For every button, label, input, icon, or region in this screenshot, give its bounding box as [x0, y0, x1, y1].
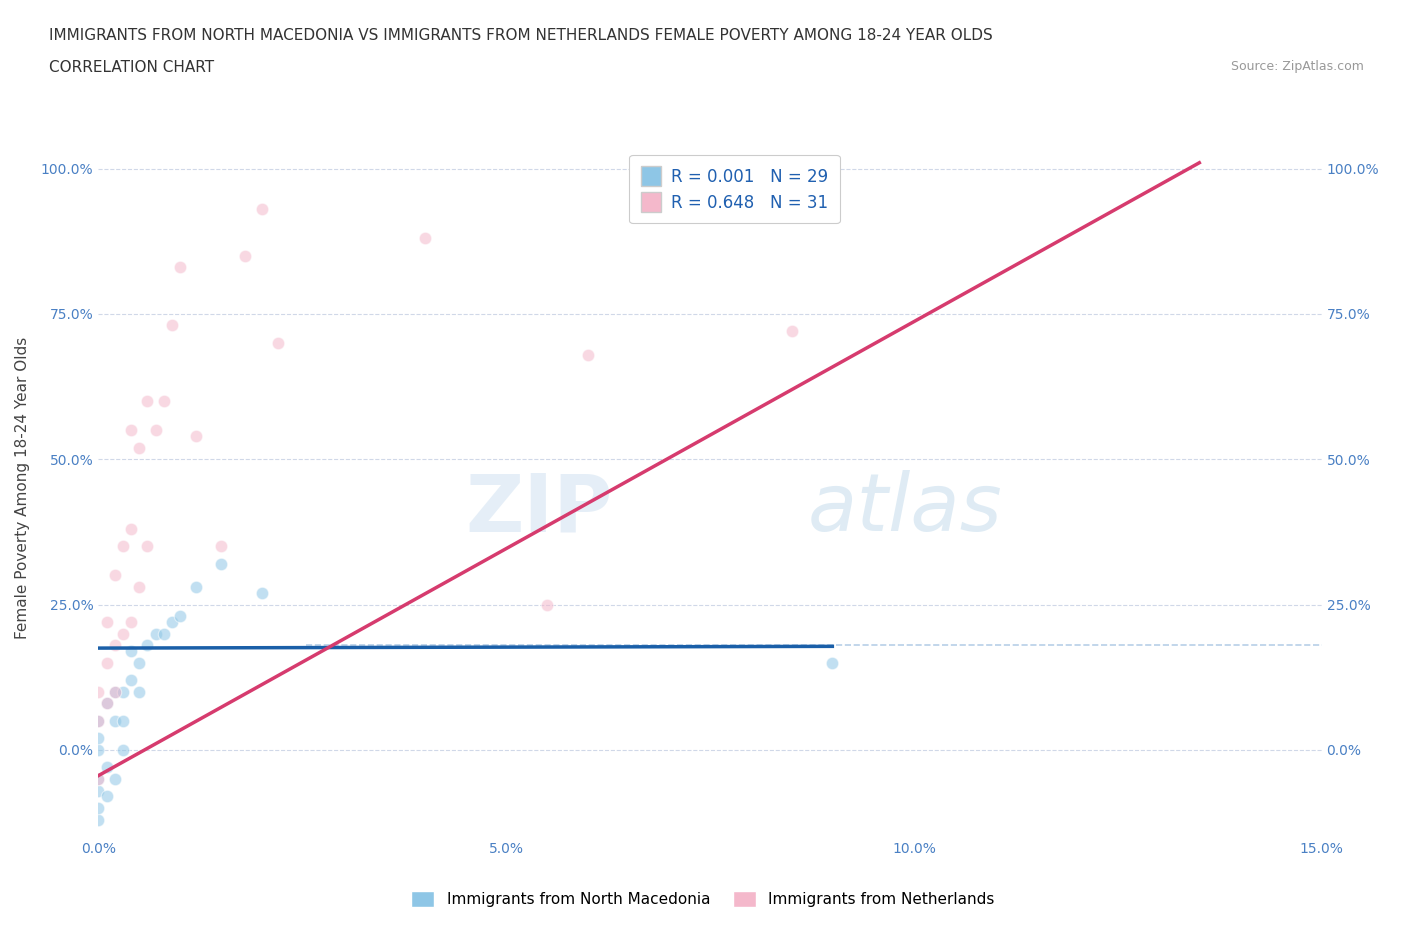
Point — [96, 696, 118, 711]
Point — [120, 522, 142, 537]
Point — [250, 202, 273, 217]
Point — [120, 644, 142, 658]
Legend: R = 0.001   N = 29, R = 0.648   N = 31: R = 0.001 N = 29, R = 0.648 N = 31 — [630, 154, 839, 223]
Point — [104, 684, 127, 699]
Point — [536, 597, 558, 612]
Point — [186, 579, 208, 594]
Point — [87, 742, 110, 757]
Point — [186, 429, 208, 444]
Point — [111, 626, 134, 641]
Point — [87, 731, 110, 746]
Point — [128, 579, 150, 594]
Point — [111, 684, 134, 699]
Text: ZIP: ZIP — [465, 471, 612, 548]
Point — [87, 772, 110, 787]
Point — [136, 638, 159, 653]
Point — [413, 231, 436, 246]
Point — [120, 615, 142, 630]
Point — [87, 713, 110, 728]
Point — [780, 324, 803, 339]
Text: Source: ZipAtlas.com: Source: ZipAtlas.com — [1230, 60, 1364, 73]
Point — [209, 556, 232, 571]
Point — [111, 742, 134, 757]
Point — [87, 772, 110, 787]
Point — [104, 684, 127, 699]
Point — [87, 713, 110, 728]
Point — [209, 539, 232, 554]
Point — [267, 336, 290, 351]
Point — [104, 638, 127, 653]
Point — [96, 696, 118, 711]
Text: IMMIGRANTS FROM NORTH MACEDONIA VS IMMIGRANTS FROM NETHERLANDS FEMALE POVERTY AM: IMMIGRANTS FROM NORTH MACEDONIA VS IMMIG… — [49, 28, 993, 43]
Point — [104, 568, 127, 583]
Point — [87, 684, 110, 699]
Point — [233, 248, 256, 263]
Point — [96, 760, 118, 775]
Point — [152, 393, 174, 408]
Point — [136, 539, 159, 554]
Point — [160, 615, 183, 630]
Text: CORRELATION CHART: CORRELATION CHART — [49, 60, 214, 75]
Text: atlas: atlas — [808, 471, 1002, 548]
Point — [152, 626, 174, 641]
Point — [87, 783, 110, 798]
Point — [120, 422, 142, 438]
Point — [128, 656, 150, 671]
Point — [160, 318, 183, 333]
Point — [821, 656, 844, 671]
Point — [111, 713, 134, 728]
Point — [120, 672, 142, 687]
Point — [96, 656, 118, 671]
Point — [96, 789, 118, 804]
Y-axis label: Female Poverty Among 18-24 Year Olds: Female Poverty Among 18-24 Year Olds — [15, 338, 30, 640]
Point — [111, 539, 134, 554]
Point — [128, 684, 150, 699]
Point — [145, 626, 167, 641]
Point — [104, 772, 127, 787]
Point — [104, 713, 127, 728]
Legend: Immigrants from North Macedonia, Immigrants from Netherlands: Immigrants from North Macedonia, Immigra… — [405, 884, 1001, 913]
Point — [169, 609, 191, 624]
Point — [96, 615, 118, 630]
Point — [145, 422, 167, 438]
Point — [136, 393, 159, 408]
Point — [169, 260, 191, 275]
Point — [576, 347, 599, 362]
Point — [250, 586, 273, 601]
Point — [87, 801, 110, 816]
Point — [87, 812, 110, 827]
Point — [128, 440, 150, 455]
